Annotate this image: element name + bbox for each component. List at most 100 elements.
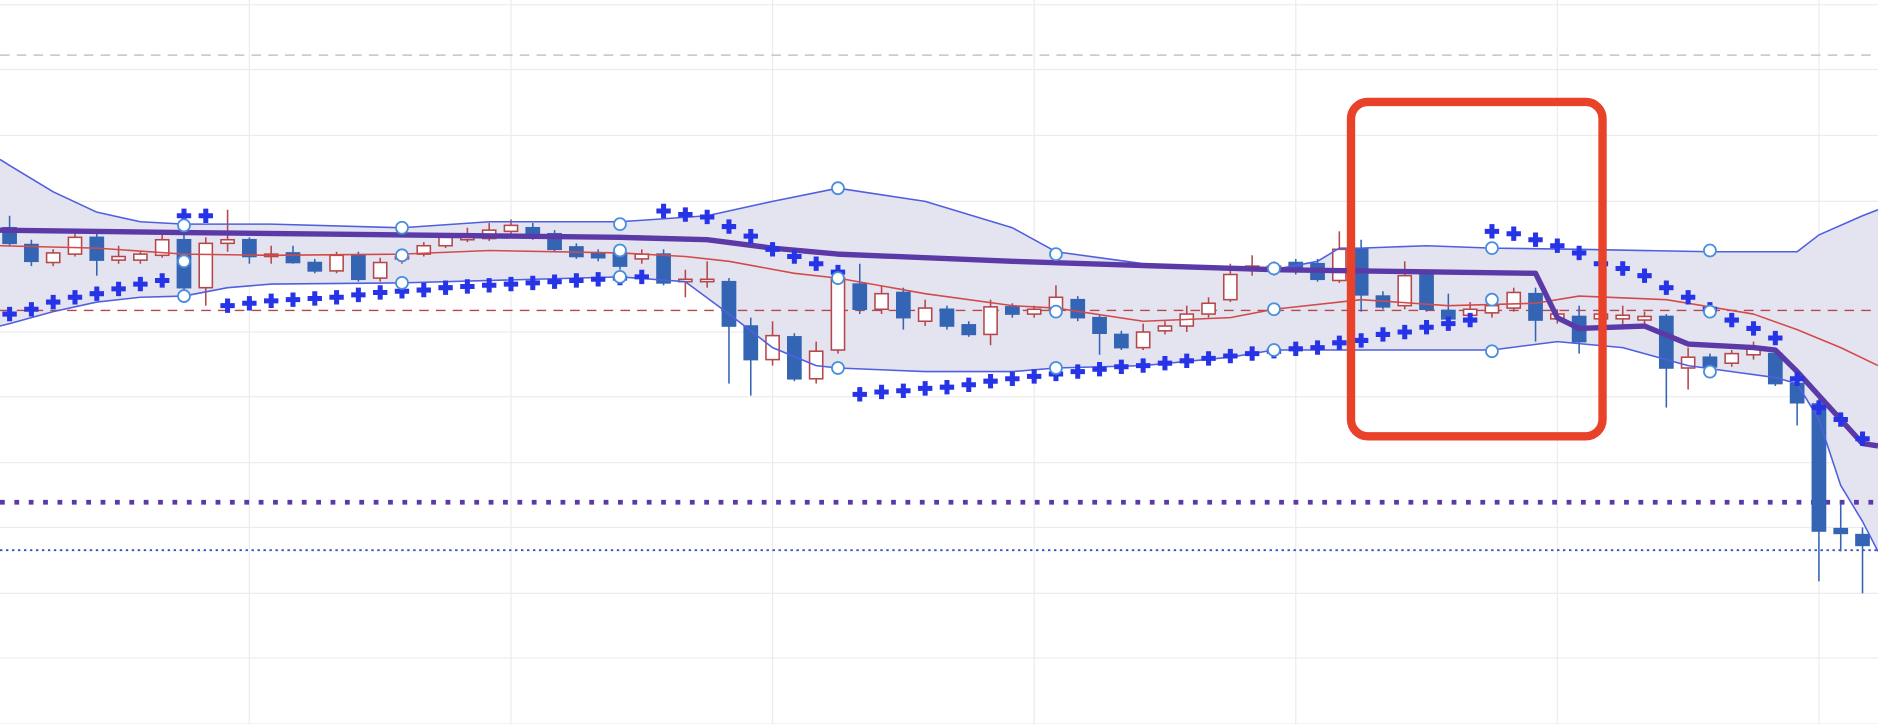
sar-point (1026, 369, 1042, 384)
candle-body (1833, 527, 1849, 535)
sar-point (1659, 280, 1674, 295)
sar-point (1637, 268, 1652, 283)
candle-body (1201, 302, 1216, 315)
band-marker (1485, 344, 1499, 359)
sar-point (1310, 340, 1325, 355)
band-marker (613, 243, 627, 258)
sar-point (372, 285, 388, 300)
candle-body (1528, 292, 1543, 321)
band-marker (1049, 247, 1063, 262)
sar-point (961, 377, 976, 392)
sar-point (2, 306, 17, 322)
candle-body (1113, 333, 1129, 349)
candle-body (307, 261, 323, 272)
sar-point (220, 298, 235, 313)
candle-body (1789, 382, 1805, 404)
candle-body (1331, 248, 1347, 282)
indicator-points (2, 181, 1870, 446)
candle-body (1004, 306, 1020, 315)
sar-point (1441, 316, 1456, 331)
sar-point (525, 275, 540, 291)
sar-point (285, 292, 301, 307)
sar-point (24, 302, 39, 317)
sar-point (1811, 400, 1827, 415)
candle-body (1157, 325, 1173, 332)
sar-point (481, 278, 497, 293)
candle-body (874, 292, 889, 311)
sar-point (1571, 245, 1587, 261)
candle-body (1811, 403, 1827, 532)
indicator-line (0, 244, 1878, 367)
sar-point (1484, 224, 1500, 239)
band-marker (1267, 302, 1281, 317)
candle-body (220, 238, 235, 245)
candle-body (285, 252, 301, 264)
sar-point (154, 273, 170, 288)
sar-point (1201, 351, 1216, 366)
sar-point (1288, 341, 1303, 357)
sar-point (656, 203, 671, 219)
candle-body (1658, 315, 1674, 369)
sar-point (329, 290, 344, 305)
candle-body (830, 277, 846, 351)
sar-point (939, 379, 955, 395)
band-marker (177, 289, 191, 303)
band-marker (1267, 343, 1281, 357)
sar-point (351, 287, 366, 303)
sar-point (1746, 321, 1761, 336)
sar-point (1092, 361, 1107, 377)
candle-body (1135, 331, 1151, 349)
sar-point (678, 207, 693, 222)
sar-point (1332, 335, 1347, 351)
candle-body (1397, 274, 1413, 307)
candle-body (721, 280, 737, 327)
band-marker (177, 218, 191, 233)
band-marker (1049, 304, 1063, 319)
band-marker (613, 270, 627, 284)
sar-point (721, 219, 737, 234)
sar-point (743, 228, 758, 244)
band-marker (831, 271, 845, 285)
sar-point (198, 208, 213, 223)
sar-point (1223, 348, 1238, 364)
band-marker (395, 275, 409, 290)
band-marker (1485, 292, 1499, 307)
sar-point (808, 256, 824, 271)
sar-point (699, 209, 715, 225)
sar-point (1528, 232, 1543, 247)
candle-body (1506, 291, 1522, 309)
candle-body (983, 306, 998, 336)
band-marker (1485, 241, 1499, 256)
candle-body (24, 243, 39, 263)
candle-body (45, 252, 61, 264)
candle-body (416, 244, 432, 255)
sar-point (46, 294, 61, 310)
sar-point (1244, 346, 1260, 361)
sar-point (1375, 327, 1391, 342)
sar-point (1005, 371, 1020, 386)
sar-point (503, 276, 519, 292)
sar-point (1550, 238, 1565, 253)
sar-point (1724, 312, 1739, 328)
band-layer (0, 159, 1878, 552)
band-marker (1267, 261, 1281, 276)
candle-body (917, 307, 933, 323)
sar-point (133, 276, 148, 292)
sar-point (1768, 330, 1783, 346)
sar-point (1615, 261, 1630, 276)
candle-body (111, 255, 126, 261)
sar-point (1462, 312, 1478, 328)
band-marker (395, 220, 409, 235)
highlight-box (1346, 97, 1607, 441)
sar-point (765, 242, 780, 257)
band-marker (1049, 361, 1063, 375)
sar-point (787, 249, 802, 264)
candle-body (961, 324, 977, 336)
sar-point (1506, 226, 1521, 241)
candle-body (1222, 273, 1238, 301)
band-marker (177, 254, 191, 269)
sar-point (896, 383, 911, 398)
indicator-line (0, 227, 1878, 449)
candle-body (1855, 533, 1870, 547)
